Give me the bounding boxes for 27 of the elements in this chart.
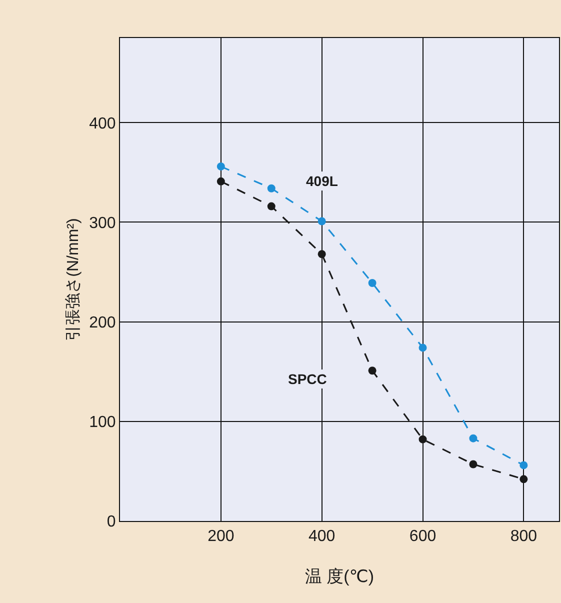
y-axis-title: 引張強さ(N/mm²): [64, 218, 82, 341]
x-tick-label: 600: [409, 528, 436, 546]
x-tick-label: 800: [510, 528, 538, 546]
point: [469, 434, 478, 442]
y-tick-label: 400: [89, 115, 116, 132]
series-label: 409L: [306, 173, 338, 189]
point: [368, 278, 376, 287]
point: [418, 435, 427, 444]
x-axis-title: 温 度(℃): [304, 567, 374, 586]
x-tick-label: 400: [308, 528, 336, 546]
point: [418, 344, 427, 352]
x-tick-label: 200: [208, 528, 234, 546]
point: [267, 184, 276, 192]
text: SPCC: [288, 371, 327, 387]
point: [368, 366, 376, 375]
point: [267, 202, 276, 210]
y-tick-label: 100: [89, 414, 116, 432]
point: [520, 461, 528, 470]
point: [318, 250, 326, 258]
point: [469, 460, 478, 468]
point: [318, 217, 326, 226]
point: [216, 177, 225, 186]
y-tick-label: 200: [89, 314, 116, 332]
point: [216, 162, 225, 170]
point: [520, 475, 528, 484]
y-tick-label: 300: [89, 214, 116, 232]
y-tick-label: 0: [106, 514, 116, 531]
